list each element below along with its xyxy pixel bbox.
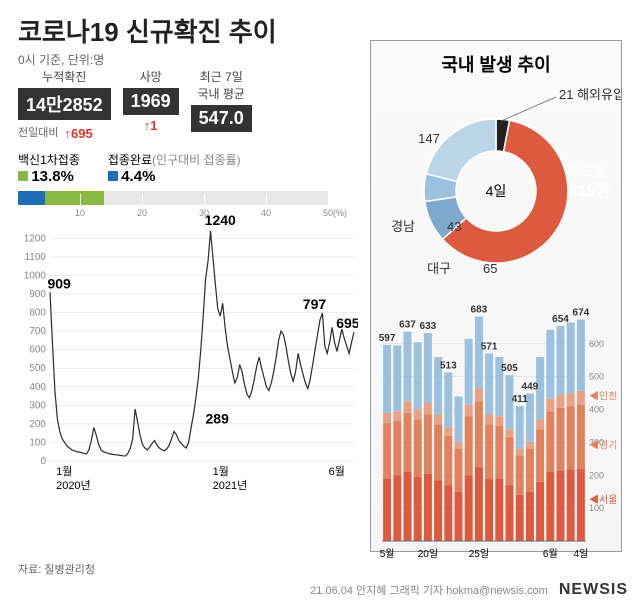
svg-text:505: 505 [501, 363, 518, 374]
vaccine-complete-label: 접종완료 [108, 153, 152, 167]
svg-text:200: 200 [29, 419, 46, 430]
vaccine-complete-pct: 4.4% [121, 168, 155, 185]
stacked-bar-chart: 1002003004005006005976376335136835715054… [376, 291, 616, 561]
stat-deaths-label: 사망 [123, 68, 179, 85]
stat-change-prefix: 전일대비 [18, 124, 58, 140]
svg-text:5월: 5월 [380, 548, 395, 560]
svg-text:400: 400 [29, 382, 46, 393]
vaccine-dose1: 백신1차접종 13.8% [18, 151, 80, 185]
svg-text:◀경기: ◀경기 [589, 439, 616, 452]
svg-text:500: 500 [29, 363, 46, 374]
svg-text:4일: 4일 [486, 183, 507, 199]
svg-text:200: 200 [589, 470, 604, 480]
svg-text:2020년: 2020년 [56, 479, 91, 492]
svg-text:경남: 경남 [391, 219, 415, 234]
infographic-container: 코로나19 신규확진 추이 0시 기준, 단위:명 누적확진 14만2852 전… [0, 0, 640, 601]
vaccine-bar [18, 191, 328, 205]
svg-text:683: 683 [471, 305, 488, 316]
vaccine-complete: 접종완료(인구대비 접종률) 4.4% [108, 151, 241, 185]
right-panel-title: 국내 발생 추이 [371, 41, 621, 81]
line-chart: 0 100 200 300 400 500 600 700 800 900 1000 1100 1200… [18, 215, 358, 495]
svg-text:◀인천: ◀인천 [589, 390, 616, 402]
footer-logo: NEWSIS [559, 581, 628, 598]
svg-text:700: 700 [29, 326, 46, 337]
bar-svg: 1002003004005006005976376335136835715054… [376, 291, 616, 561]
svg-text:289: 289 [206, 410, 230, 426]
line-chart-svg: 0 100 200 300 400 500 600 700 800 900 1000 1100 1200… [18, 215, 358, 495]
svg-text:654: 654 [552, 314, 569, 325]
svg-text:600: 600 [589, 339, 604, 349]
svg-text:571: 571 [481, 341, 498, 352]
svg-text:419명: 419명 [569, 182, 610, 200]
stat-deaths-change: ↑1 [123, 118, 179, 133]
svg-text:1000: 1000 [24, 270, 47, 281]
svg-text:6월: 6월 [329, 465, 345, 478]
svg-text:25일: 25일 [469, 548, 489, 560]
svg-text:300: 300 [29, 400, 46, 411]
svg-text:1월: 1월 [213, 465, 229, 478]
svg-text:400: 400 [589, 405, 604, 415]
stat-cumulative-value: 14만2852 [18, 88, 111, 120]
footer-credit: 21.06.04 안지혜 그래픽 기자 hokma@newsis.com [310, 585, 548, 597]
svg-text:800: 800 [29, 308, 46, 319]
svg-text:1200: 1200 [24, 233, 47, 244]
stat-cumulative: 누적확진 14만2852 전일대비 ↑695 [18, 68, 111, 141]
svg-text:2021년: 2021년 [213, 479, 248, 492]
svg-text:797: 797 [303, 296, 327, 312]
left-panel: 누적확진 14만2852 전일대비 ↑695 사망 1969 ↑1 최근 7일 … [18, 68, 358, 495]
vaccine-legend: 백신1차접종 13.8% 접종완료(인구대비 접종률) 4.4% [18, 151, 358, 185]
stat-avg7-value: 547.0 [191, 105, 252, 132]
footer: 21.06.04 안지혜 그래픽 기자 hokma@newsis.com NEW… [0, 581, 638, 599]
svg-text:6월: 6월 [543, 548, 558, 560]
svg-text:수도권: 수도권 [569, 164, 605, 179]
svg-text:909: 909 [47, 275, 71, 291]
svg-text:4일: 4일 [574, 548, 589, 560]
stat-cumulative-change: ↑695 [64, 126, 92, 141]
svg-text:147: 147 [418, 131, 440, 146]
swatch-complete [108, 171, 118, 181]
svg-text:20일: 20일 [418, 548, 438, 560]
svg-text:100: 100 [29, 437, 46, 448]
swatch-dose1 [18, 171, 28, 181]
stat-cumulative-label: 누적확진 [18, 68, 111, 85]
svg-text:1월: 1월 [56, 465, 72, 478]
svg-text:◀서울: ◀서울 [589, 494, 616, 506]
svg-text:1240: 1240 [205, 215, 236, 228]
svg-text:65: 65 [483, 261, 497, 276]
svg-text:449: 449 [522, 381, 539, 392]
svg-text:695: 695 [336, 315, 358, 331]
vaccine-dose1-pct: 13.8% [31, 168, 74, 185]
stat-avg7-label: 최근 7일 국내 평균 [191, 68, 252, 102]
svg-text:513: 513 [440, 360, 457, 371]
svg-text:674: 674 [573, 308, 590, 319]
svg-text:600: 600 [29, 345, 46, 356]
stat-deaths-value: 1969 [123, 88, 179, 115]
stat-avg7: 최근 7일 국내 평균 547.0 [191, 68, 252, 132]
right-panel: 국내 발생 추이 4일21 해외유입수도권419명대구65경남43147 100… [370, 40, 622, 552]
svg-text:0: 0 [40, 456, 46, 467]
stat-deaths: 사망 1969 ↑1 [123, 68, 179, 133]
svg-text:21 해외유입: 21 해외유입 [559, 87, 621, 102]
svg-text:597: 597 [379, 333, 396, 344]
donut-svg: 4일 21 해외유입수도권 419명대구 65 경남 43 147 [371, 81, 621, 291]
svg-text:411: 411 [512, 394, 529, 405]
svg-text:637: 637 [399, 320, 416, 331]
svg-text:43: 43 [447, 219, 461, 234]
source-credit: 자료: 질병관리청 [18, 561, 95, 577]
svg-text:633: 633 [420, 321, 437, 332]
svg-text:900: 900 [29, 289, 46, 300]
svg-text:대구: 대구 [427, 261, 451, 276]
vaccine-dose1-label: 백신1차접종 [18, 151, 80, 168]
stats-row: 누적확진 14만2852 전일대비 ↑695 사망 1969 ↑1 최근 7일 … [18, 68, 358, 141]
svg-text:1100: 1100 [24, 252, 46, 263]
donut-chart: 4일 21 해외유입수도권 419명대구 65 경남 43 147 [371, 81, 621, 291]
svg-text:500: 500 [589, 372, 604, 382]
